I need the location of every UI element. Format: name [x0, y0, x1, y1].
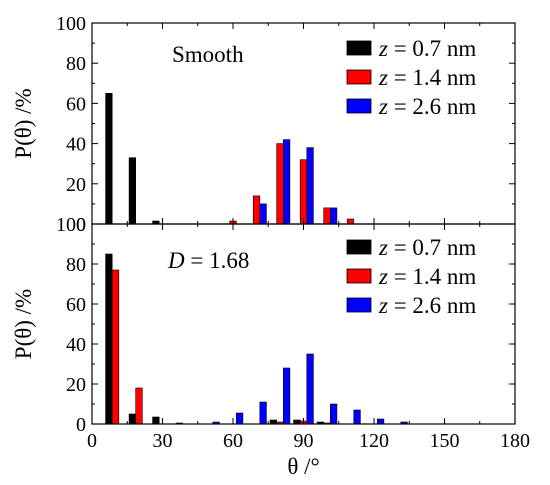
bar [111, 269, 120, 425]
y-tick-label: 40 [66, 134, 86, 156]
y-tick-label: 100 [56, 13, 86, 35]
bar [282, 367, 291, 425]
y-tick-label: 80 [66, 254, 86, 276]
bar [376, 418, 385, 425]
legend-label: z = 0.7 nm [378, 235, 476, 260]
legend: z = 0.7 nm z = 1.4 nm z = 2.6 nm [346, 36, 476, 119]
bar [105, 93, 113, 225]
bar [269, 419, 278, 425]
legend: z = 0.7 nm z = 1.4 nm z = 2.6 nm [346, 235, 476, 318]
x-tick-label: 150 [430, 430, 460, 452]
y-tick-label: 60 [66, 294, 86, 316]
legend-label: z = 0.7 nm [378, 36, 476, 61]
y-tick-label: 0 [76, 214, 86, 236]
bar [306, 353, 314, 425]
legend-swatch [346, 69, 372, 85]
bar [105, 253, 113, 425]
bar [128, 157, 137, 225]
y-axis-label: P(θ) /% [11, 88, 36, 158]
bar [293, 419, 301, 425]
x-tick-label: 0 [87, 430, 97, 452]
y-axis-label: P(θ) /% [11, 289, 36, 359]
legend-swatch [346, 239, 372, 255]
bar [236, 412, 244, 425]
annotation-variable: D [167, 248, 185, 273]
bar [323, 207, 331, 225]
x-axis-label: θ /° [287, 454, 319, 479]
bar [152, 416, 160, 425]
panel-1: 0 20 40 60 80 100 P(θ) /% Smooth z = 0.7 nm z = 1… [11, 13, 516, 236]
legend-swatch [346, 98, 372, 114]
x-tick-label: 90 [294, 430, 314, 452]
annotation-value: = 1.68 [185, 248, 250, 273]
bar [353, 409, 361, 425]
legend-swatch [346, 268, 372, 284]
bar [306, 147, 314, 225]
y-tick-label: 80 [66, 53, 86, 75]
legend-label: z = 1.4 nm [378, 65, 476, 90]
legend-label: z = 2.6 nm [378, 94, 476, 119]
y-tick-label: 60 [66, 93, 86, 115]
annotation-value: Smooth [172, 42, 244, 67]
panel-annotation: Smooth [172, 42, 244, 67]
x-tick-label: 30 [153, 430, 173, 452]
bar [282, 139, 291, 225]
panel-annotation: D = 1.68 [167, 248, 249, 273]
bar [329, 207, 338, 225]
bar [135, 387, 143, 425]
x-tick-label: 180 [500, 430, 530, 452]
y-tick-label: 100 [56, 214, 86, 236]
y-tick-label: 0 [76, 414, 86, 436]
bar [259, 401, 267, 425]
legend-swatch [346, 40, 372, 56]
y-tick-label: 20 [66, 374, 86, 396]
bar [346, 218, 355, 225]
legend-swatch [346, 297, 372, 313]
x-tick-label: 60 [223, 430, 243, 452]
legend-label: z = 1.4 nm [378, 264, 476, 289]
legend-label: z = 2.6 nm [378, 293, 476, 318]
bar [276, 143, 284, 225]
bar [259, 203, 267, 225]
bar [252, 195, 261, 225]
bar [329, 403, 338, 425]
bar [299, 159, 308, 225]
bar [128, 413, 137, 425]
y-tick-label: 40 [66, 334, 86, 356]
x-tick-label: 120 [359, 430, 389, 452]
y-tick-label: 20 [66, 174, 86, 196]
